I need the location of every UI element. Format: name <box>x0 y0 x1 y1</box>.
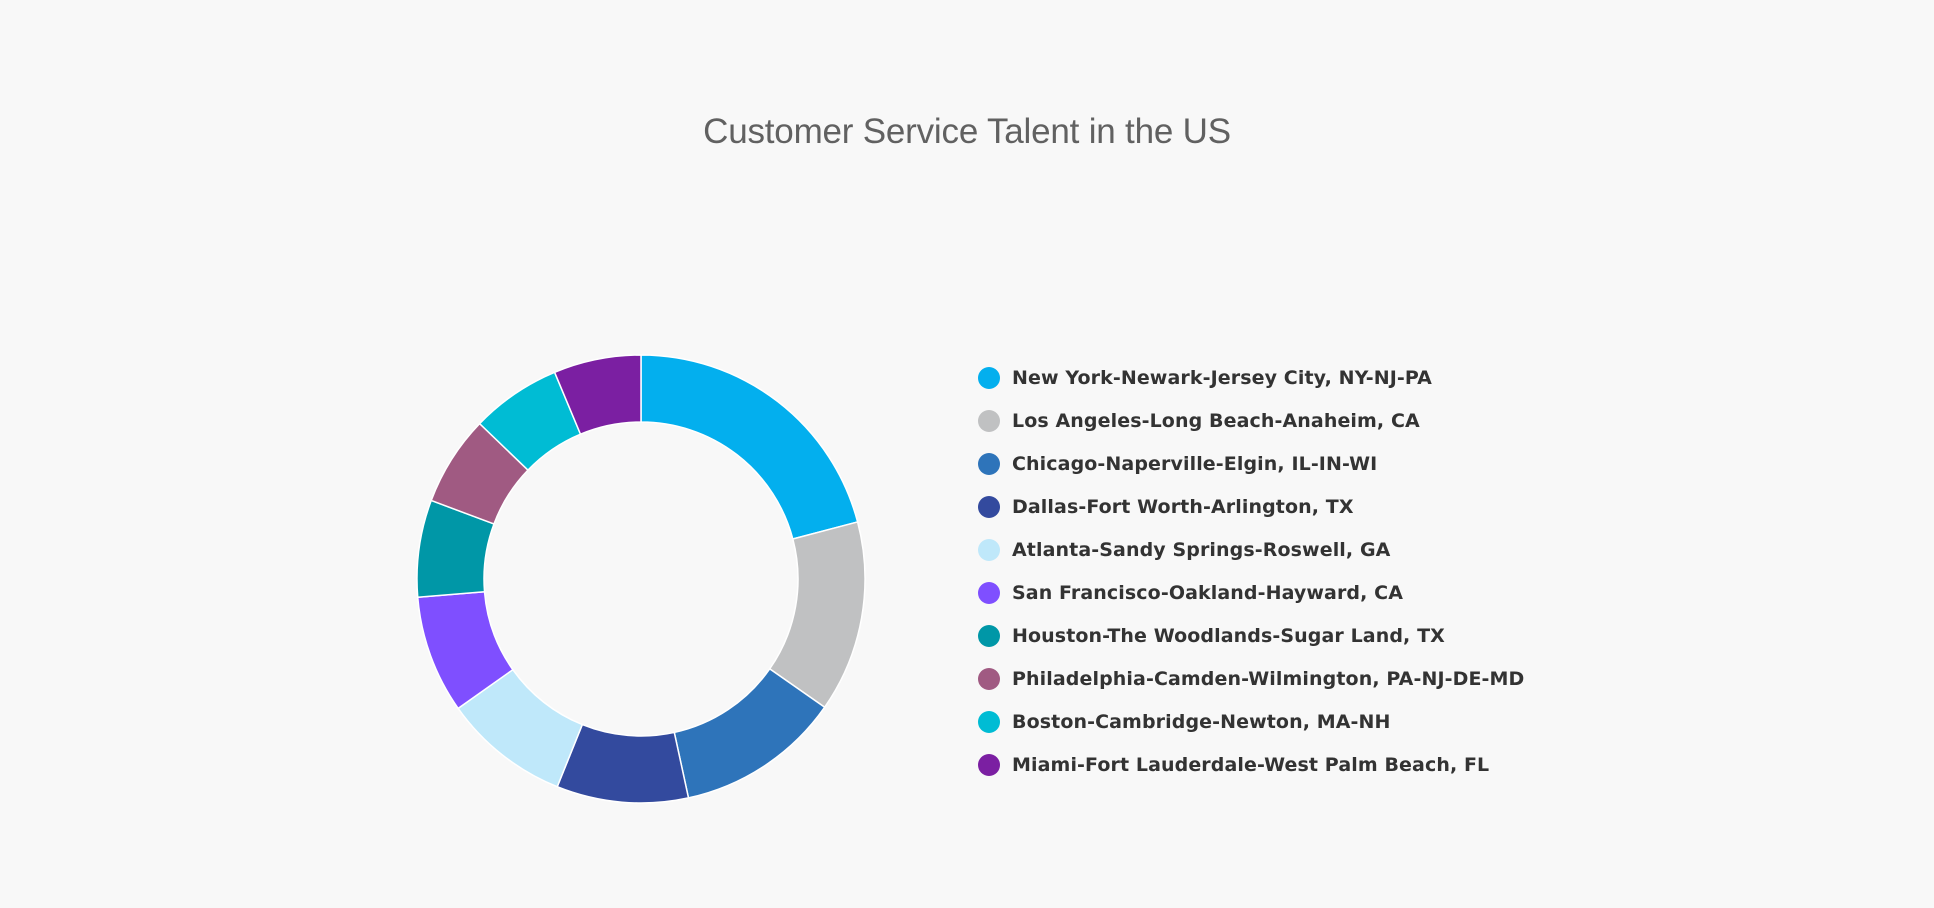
legend-label: Houston-The Woodlands-Sugar Land, TX <box>1012 624 1445 647</box>
legend-marker-icon <box>978 538 1000 561</box>
legend-marker-icon <box>978 624 1000 647</box>
legend-label: New York-Newark-Jersey City, NY-NJ-PA <box>1012 366 1432 389</box>
chart-title-text: Customer Service Talent in the US <box>703 112 1231 151</box>
legend-label: Miami-Fort Lauderdale-West Palm Beach, F… <box>1012 753 1490 776</box>
legend-label: Los Angeles-Long Beach-Anaheim, CA <box>1012 409 1420 432</box>
legend-marker-icon <box>978 452 1000 475</box>
donut-slices <box>416 354 866 804</box>
legend: New York-Newark-Jersey City, NY-NJ-PA Lo… <box>977 356 1524 786</box>
legend-marker-icon <box>978 366 1000 389</box>
donut-slice[interactable] <box>553 354 642 435</box>
legend-label: Dallas-Fort Worth-Arlington, TX <box>1012 495 1354 518</box>
legend-item-new-york[interactable]: New York-Newark-Jersey City, NY-NJ-PA <box>977 356 1524 399</box>
legend-marker-icon <box>978 667 1000 690</box>
legend-item-philadelphia[interactable]: Philadelphia-Camden-Wilmington, PA-NJ-DE… <box>977 657 1524 700</box>
legend-item-san-francisco[interactable]: San Francisco-Oakland-Hayward, CA <box>977 571 1524 614</box>
chart-title: Customer Service Talent in the US <box>0 112 1934 152</box>
donut-slice[interactable] <box>640 354 859 540</box>
legend-label: San Francisco-Oakland-Hayward, CA <box>1012 581 1404 604</box>
legend-label: Boston-Cambridge-Newton, MA-NH <box>1012 710 1391 733</box>
legend-marker-icon <box>978 753 1000 776</box>
legend-marker-icon <box>978 495 1000 518</box>
legend-label: Philadelphia-Camden-Wilmington, PA-NJ-DE… <box>1012 667 1525 690</box>
legend-item-miami[interactable]: Miami-Fort Lauderdale-West Palm Beach, F… <box>977 743 1524 786</box>
legend-item-los-angeles[interactable]: Los Angeles-Long Beach-Anaheim, CA <box>977 399 1524 442</box>
legend-label: Atlanta-Sandy Springs-Roswell, GA <box>1012 538 1391 561</box>
legend-item-chicago[interactable]: Chicago-Naperville-Elgin, IL-IN-WI <box>977 442 1524 485</box>
legend-item-houston[interactable]: Houston-The Woodlands-Sugar Land, TX <box>977 614 1524 657</box>
legend-item-dallas[interactable]: Dallas-Fort Worth-Arlington, TX <box>977 485 1524 528</box>
legend-marker-icon <box>978 710 1000 733</box>
legend-marker-icon <box>978 409 1000 432</box>
legend-item-boston[interactable]: Boston-Cambridge-Newton, MA-NH <box>977 700 1524 743</box>
legend-marker-icon <box>978 581 1000 604</box>
legend-item-atlanta[interactable]: Atlanta-Sandy Springs-Roswell, GA <box>977 528 1524 571</box>
legend-label: Chicago-Naperville-Elgin, IL-IN-WI <box>1012 452 1378 475</box>
